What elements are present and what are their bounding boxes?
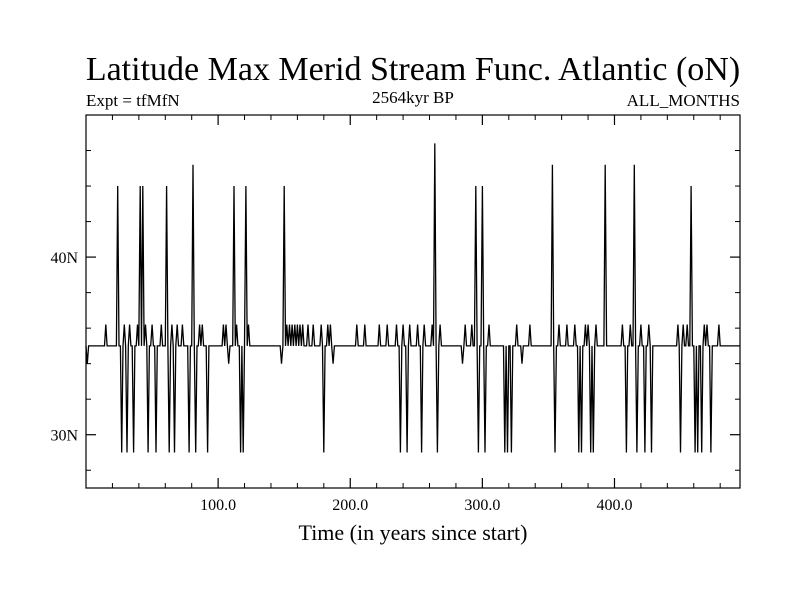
y-tick-label: 30N [50,428,78,445]
chart-title: Latitude Max Merid Stream Func. Atlantic… [86,51,740,88]
x-axis-label: Time (in years since start) [299,520,528,545]
series-line [85,143,740,453]
x-tick-label: 300.0 [464,497,500,514]
chart-subtitle-right: ALL_MONTHS [627,91,740,110]
x-tick-label: 200.0 [332,497,368,514]
x-tick-label: 400.0 [596,497,632,514]
chart-subtitle-left: Expt = tfMfN [86,91,180,110]
y-tick-label: 40N [50,250,78,267]
chart-subtitle-center: 2564kyr BP [372,88,454,107]
plot-frame [85,114,741,489]
plot-area: 100.0 200.0 300.0 400.0 30N 40N [50,114,741,514]
x-tick-label: 100.0 [200,497,236,514]
